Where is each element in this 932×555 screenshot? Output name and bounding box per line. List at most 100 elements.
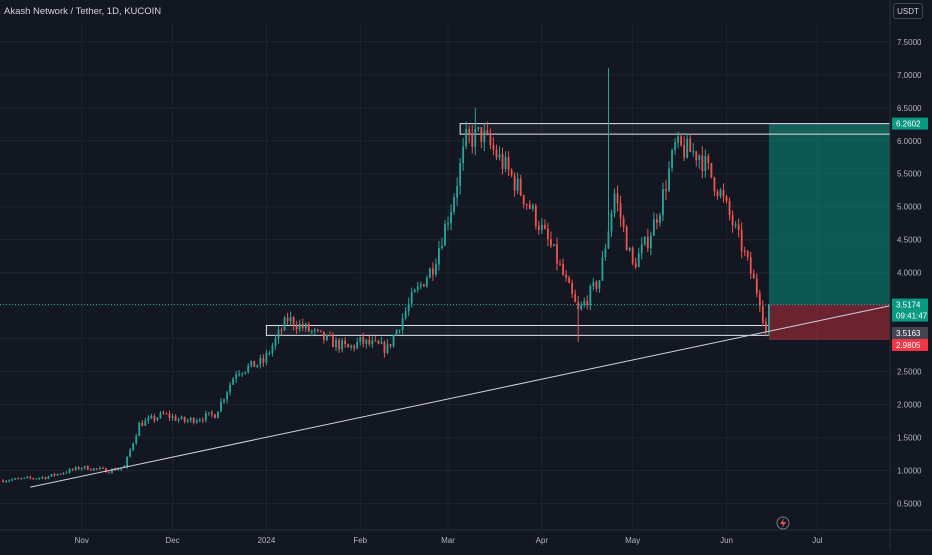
- candle-body: [89, 469, 92, 471]
- currency-selector[interactable]: USDT: [893, 3, 923, 19]
- candle-body: [519, 178, 522, 196]
- candle-body: [26, 476, 29, 478]
- x-tick-label: May: [625, 536, 640, 545]
- support-price-badge: [892, 327, 928, 340]
- candle-body: [35, 478, 38, 480]
- candle-body: [277, 330, 280, 339]
- candle-body: [619, 203, 622, 219]
- candle-body: [165, 413, 168, 415]
- candle-body: [537, 225, 540, 230]
- candle-body: [562, 263, 564, 275]
- y-tick-label: 6.0000: [897, 137, 922, 146]
- candle-body: [23, 477, 26, 479]
- candle-body: [707, 156, 710, 164]
- candle-body: [761, 306, 764, 323]
- candle-body: [725, 196, 728, 202]
- candle-body: [640, 244, 643, 254]
- candle-body: [180, 416, 183, 420]
- x-tick-label: Mar: [441, 536, 455, 545]
- candle-body: [368, 339, 371, 345]
- candle-body: [698, 155, 701, 161]
- candle-body: [595, 281, 598, 289]
- candle-body: [68, 469, 71, 473]
- candle-body: [513, 175, 516, 191]
- candle-body: [486, 130, 489, 134]
- resistance-zone: [459, 123, 891, 135]
- candle-body: [14, 478, 17, 480]
- candle-body: [510, 169, 513, 176]
- candle-body: [235, 374, 238, 379]
- candle-body: [229, 384, 231, 393]
- candle-body: [547, 228, 549, 240]
- candle-body: [241, 373, 244, 375]
- candle-body: [716, 191, 719, 197]
- y-tick-label: 5.5000: [897, 170, 922, 179]
- candle-body: [341, 340, 343, 350]
- candle-body: [643, 236, 646, 245]
- candle-body: [489, 133, 492, 145]
- candle-body: [171, 416, 174, 418]
- candle-body: [371, 340, 374, 345]
- candle-body: [407, 303, 410, 312]
- ascending-trendline: [30, 305, 891, 488]
- candle-body: [580, 304, 583, 310]
- candle-body: [574, 293, 577, 303]
- candle-body: [20, 478, 23, 480]
- candle-body: [556, 244, 558, 264]
- x-tick-label: Apr: [536, 536, 549, 545]
- candle-body: [646, 236, 649, 249]
- symbol-title: Akash Network / Tether, 1D, KUCOIN: [4, 6, 162, 17]
- candle-body: [613, 193, 616, 214]
- candle-body: [504, 156, 507, 169]
- candle-body: [441, 245, 443, 249]
- candle-body: [280, 330, 283, 332]
- candle-body: [50, 473, 53, 477]
- candle-body: [150, 416, 153, 418]
- candle-body: [204, 413, 207, 421]
- candle-body: [395, 330, 398, 336]
- x-tick-label: Jul: [812, 536, 822, 545]
- candle-body: [637, 253, 640, 268]
- candle-body: [683, 145, 686, 158]
- target-price-label: 6.2602: [896, 120, 921, 129]
- candle-body: [344, 340, 347, 345]
- candle-body: [456, 185, 459, 198]
- candle-body: [701, 155, 704, 171]
- y-tick-label: 5.0000: [897, 203, 922, 212]
- candle-body: [41, 477, 44, 479]
- candle-body: [223, 399, 225, 402]
- candle-body: [86, 466, 89, 470]
- candle-body: [477, 127, 480, 129]
- candle-body: [474, 128, 477, 147]
- candle-body: [674, 142, 676, 150]
- candle-body: [671, 149, 673, 169]
- candle-body: [274, 338, 277, 346]
- candle-body: [422, 284, 425, 287]
- candle-body: [323, 331, 325, 340]
- candle-body: [462, 146, 465, 163]
- candle-body: [162, 412, 165, 414]
- candle-body: [126, 456, 129, 467]
- candle-body: [447, 223, 449, 225]
- candle-body: [356, 342, 359, 349]
- support-price-label: 3.5163: [896, 329, 921, 338]
- candle-body: [480, 127, 483, 142]
- candle-body: [413, 289, 416, 293]
- candle-body: [332, 335, 334, 348]
- candle-body: [11, 479, 14, 481]
- candle-body: [253, 360, 256, 368]
- candle-body: [256, 364, 259, 368]
- candle-body: [271, 345, 274, 353]
- candle-body: [559, 263, 561, 265]
- candle-body: [132, 443, 135, 450]
- candle-body: [198, 419, 201, 421]
- candle-body: [153, 416, 156, 421]
- candle-body: [686, 138, 689, 158]
- candle-body: [141, 422, 144, 426]
- candle-body: [737, 224, 740, 230]
- candle-body: [625, 226, 628, 251]
- candle-body: [755, 278, 758, 294]
- candle-body: [501, 154, 504, 169]
